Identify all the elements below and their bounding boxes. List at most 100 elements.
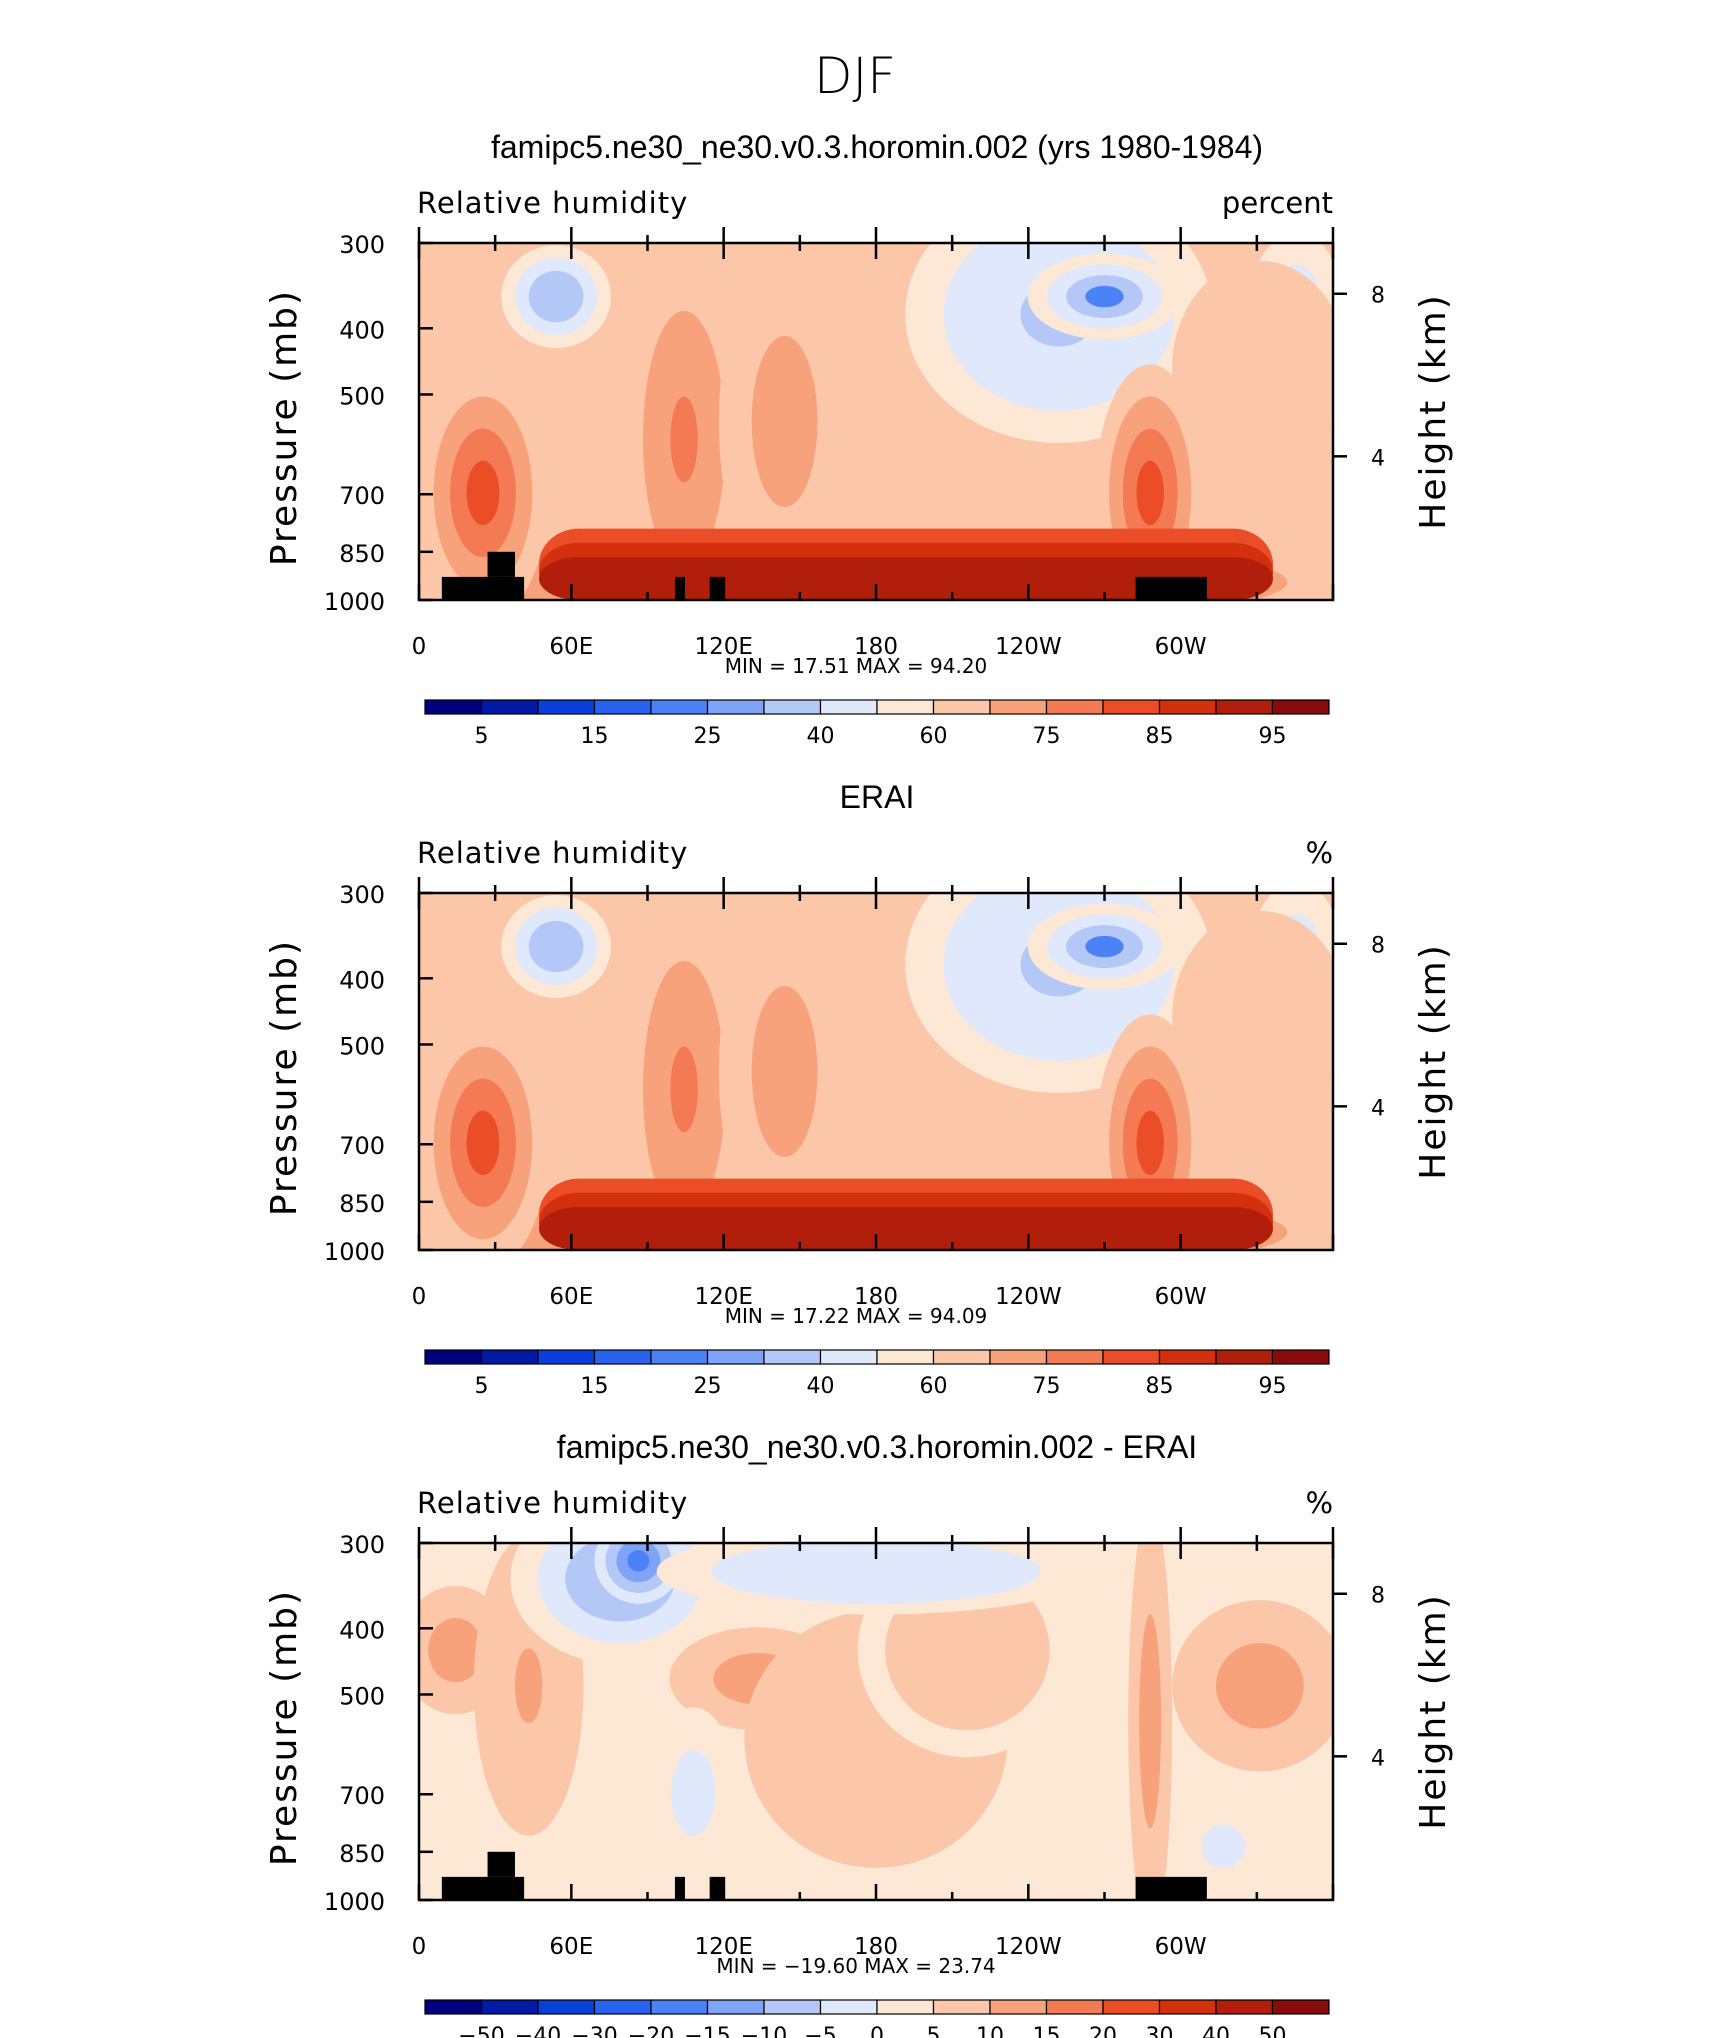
topography-block [514,1876,525,1900]
y-tick-label: 400 [339,966,385,994]
colorbar-swatch [1102,1349,1161,1365]
x-tick-label: 60W [1155,1284,1207,1310]
y-tick-label: 850 [339,1840,385,1868]
colorbar-label: 40 [807,724,835,749]
x-tick-label: 120W [995,634,1062,660]
colorbar-label: 60 [920,724,948,749]
topography-block [674,576,685,600]
colorbar-swatch [424,1999,483,2015]
colorbar-label: 0 [870,2024,884,2038]
colorbar-swatch [537,1349,596,1365]
x-tick-label: 120W [995,1934,1062,1960]
topography-block [709,1876,726,1900]
colorbar-swatch [1271,1999,1330,2015]
colorbar-swatch [932,699,991,715]
colorbar-swatch [537,1999,596,2015]
colorbar-swatch [1215,1349,1274,1365]
contour-band [670,1046,698,1133]
y-tick-label: 300 [339,1531,385,1559]
contour-band [1237,1664,1282,1708]
y2-axis-title: Height (km) [1413,293,1454,529]
variable-label: Relative humidity [417,836,688,870]
x-tick-label: 120E [694,1284,752,1310]
colorbar-label: 85 [1146,1374,1174,1399]
y-tick-label: 700 [339,1782,385,1810]
colorbar-swatch [989,699,1048,715]
colorbar-swatch [1158,1999,1217,2015]
colorbar-label: 85 [1146,724,1174,749]
variable-label: Relative humidity [417,186,688,220]
y-tick-label: 700 [339,1132,385,1160]
colorbar-label: 95 [1259,724,1287,749]
x-tick-label: 180 [854,634,898,660]
colorbar-label: 60 [920,1374,948,1399]
contour-field [419,893,1333,1250]
colorbar-swatch [537,699,596,715]
colorbar-label: −30 [571,2024,617,2038]
min-max-stats: MIN = 17.51 MAX = 94.20 [725,654,988,678]
colorbar-swatch [876,1999,935,2015]
contour-band [768,1028,802,1115]
colorbar-label: 50 [1259,2024,1287,2038]
x-tick-label: 60W [1155,1934,1207,1960]
colorbar-swatch [480,1349,539,1365]
colorbar-label: −5 [804,2024,836,2038]
x-tick-label: 0 [412,1934,427,1960]
y-tick-label: 500 [339,382,385,410]
y2-axis-title: Height (km) [1413,1593,1454,1829]
topography-block [514,576,525,600]
contour-band [1085,285,1124,308]
y2-tick-label: 8 [1371,1584,1385,1609]
y-axis-title: Pressure (mb) [264,939,305,1216]
y-axis-title: Pressure (mb) [264,289,305,566]
y-tick-label: 400 [339,1616,385,1644]
colorbar-swatch [819,1999,878,2015]
y-tick-label: 700 [339,482,385,510]
colorbar-swatch [480,1999,539,2015]
colorbar-swatch [1102,699,1161,715]
y2-tick-label: 4 [1371,1096,1385,1121]
topography-block [441,1876,515,1900]
x-tick-label: 120W [995,1284,1062,1310]
colorbar-label: 25 [694,1374,722,1399]
contour-band [768,378,802,465]
colorbar-swatch [1045,699,1104,715]
y2-tick-label: 8 [1371,284,1385,309]
figure-title: DJF [814,47,896,105]
colorbar-swatch [1215,699,1274,715]
colorbar-swatch [1158,1349,1217,1365]
y2-tick-label: 8 [1371,934,1385,959]
colorbar-label: 40 [807,1374,835,1399]
colorbar-swatch [424,1349,483,1365]
contour-field [419,243,1333,600]
colorbar-label: 15 [581,724,609,749]
min-max-stats: MIN = 17.22 MAX = 94.09 [725,1304,988,1328]
colorbar-swatch [1045,1999,1104,2015]
colorbar-swatch [1102,1999,1161,2015]
contour-band [542,283,570,310]
colorbar-swatch [424,699,483,715]
topography-block [674,1876,685,1900]
contour-band [627,1550,650,1572]
contour-band [542,933,570,960]
colorbar-label: −20 [628,2024,674,2038]
colorbar-label: 75 [1033,724,1061,749]
colorbar-label: −50 [458,2024,504,2038]
y-axis-title: Pressure (mb) [264,1589,305,1866]
colorbar-swatch [763,1999,822,2015]
colorbar-label: 95 [1259,1374,1287,1399]
y2-tick-label: 4 [1371,446,1385,471]
colorbar-label: 5 [927,2024,941,2038]
x-tick-label: 0 [412,1284,427,1310]
colorbar-swatch [932,1999,991,2015]
units-label: percent [1222,186,1333,220]
colorbar-swatch [1271,1349,1330,1365]
variable-label: Relative humidity [417,1486,688,1520]
colorbar-swatch [1045,1349,1104,1365]
colorbar-swatch [593,1349,652,1365]
colorbar-label: 25 [694,724,722,749]
x-tick-label: 60E [549,1284,593,1310]
y-tick-label: 850 [339,540,385,568]
colorbar-label: 20 [1089,2024,1117,2038]
